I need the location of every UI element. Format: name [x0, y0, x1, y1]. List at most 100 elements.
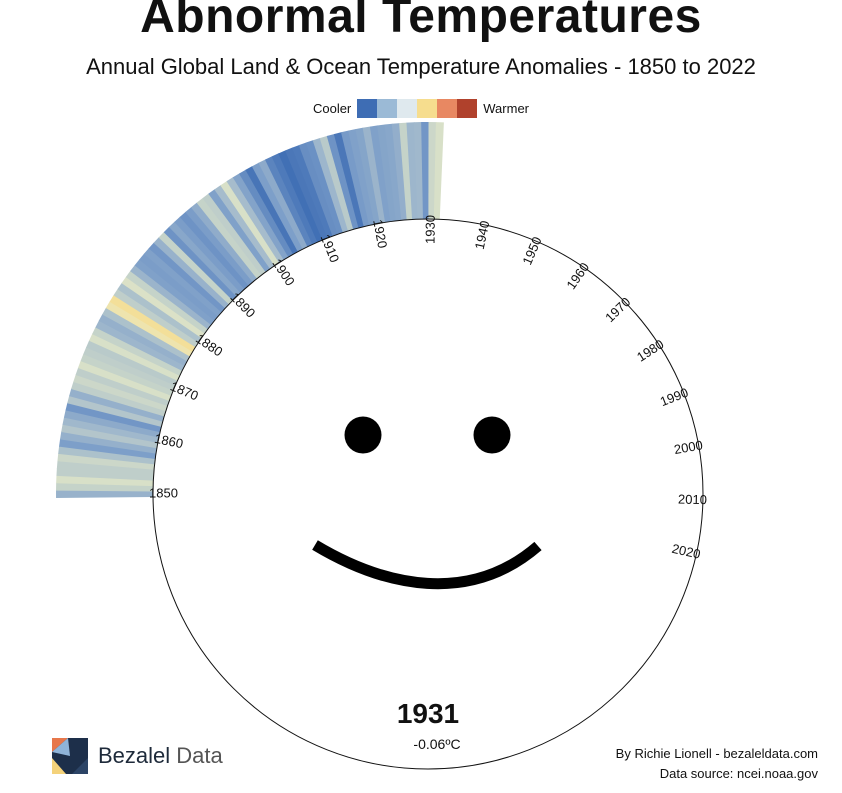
- tick-label-2000: 2000: [673, 437, 704, 457]
- stripe-1855: [57, 453, 155, 470]
- color-legend: Cooler Warmer: [0, 99, 842, 118]
- stripe-1908: [271, 153, 318, 245]
- stripe-1901: [226, 177, 285, 263]
- stripe-1926: [399, 122, 413, 220]
- stripe-1914: [312, 137, 349, 233]
- stripe-1923: [377, 124, 397, 222]
- brand-name-light: Data: [176, 743, 223, 768]
- stripe-1863: [67, 395, 163, 427]
- stripe-1917: [333, 132, 365, 228]
- legend-warmer-label: Warmer: [483, 101, 530, 116]
- chart-title: Abnormal Temperatures: [140, 0, 702, 43]
- stripe-1862: [65, 402, 162, 433]
- stripe-1910: [285, 147, 328, 241]
- stripe-1892: [174, 216, 245, 293]
- stripe-1864: [69, 388, 165, 422]
- stripe-1866: [73, 374, 168, 412]
- legend-swatch-1: [377, 99, 398, 118]
- stripe-1898: [208, 189, 271, 273]
- tick-label-2020: 2020: [670, 541, 702, 562]
- stripe-1885: [139, 253, 219, 321]
- stripe-1889: [158, 231, 233, 305]
- stripe-1919: [348, 129, 375, 226]
- stripe-1921: [362, 126, 386, 224]
- stripe-1924: [384, 123, 402, 221]
- stripe-1907: [264, 156, 313, 247]
- stripe-1882: [125, 270, 209, 334]
- stripe-1858: [60, 431, 157, 454]
- stripe-1881: [121, 276, 205, 339]
- stripe-1852: [56, 475, 154, 487]
- stripe-1916: [326, 133, 359, 230]
- current-year-label: 1931: [396, 698, 460, 729]
- brand-name-bold: Bezalel: [98, 743, 171, 768]
- stripe-1929: [421, 122, 430, 220]
- smile-mouth-icon: [312, 540, 542, 590]
- stripe-1854: [56, 460, 155, 476]
- stripe-1870: [83, 346, 176, 391]
- stripe-1865: [71, 381, 166, 417]
- stripe-1895: [190, 202, 258, 283]
- current-anomaly-value: -0.06ºC: [413, 736, 461, 752]
- stripe-1888: [153, 237, 230, 309]
- stripe-1879: [113, 288, 199, 348]
- right-eye-icon: [473, 416, 511, 454]
- stripe-1890: [163, 226, 237, 301]
- left-eye-icon: [344, 416, 382, 454]
- stripe-1925: [391, 123, 408, 221]
- stripe-1875: [98, 313, 188, 367]
- stripe-1880: [117, 282, 202, 343]
- stripe-1859: [61, 424, 158, 449]
- stripe-1874: [95, 320, 185, 371]
- stripe-1886: [143, 247, 222, 317]
- brand-logo[interactable]: Bezalel Data: [52, 738, 223, 774]
- brand-name: Bezalel Data: [98, 743, 223, 769]
- stripe-1857: [59, 438, 157, 459]
- stripe-1902: [232, 173, 289, 260]
- stripe-1872: [89, 333, 180, 381]
- credits: By Richie Lionell - bezaleldata.com Data…: [616, 744, 818, 784]
- stripe-1904: [245, 166, 299, 255]
- stripe-1860: [62, 416, 159, 443]
- stripe-1911: [291, 144, 333, 239]
- stripe-1883: [130, 264, 212, 330]
- stripe-1920: [355, 127, 381, 225]
- legend-swatches: [357, 99, 478, 118]
- tick-label-1940: 1940: [472, 219, 493, 250]
- stripe-1884: [134, 259, 215, 325]
- stripe-1905: [251, 162, 304, 252]
- stripe-1893: [179, 211, 249, 290]
- stripe-1913: [305, 140, 344, 235]
- stripe-1869: [80, 353, 174, 396]
- legend-cooler-label: Cooler: [312, 101, 352, 116]
- stripe-1909: [278, 150, 323, 243]
- stripe-1918: [341, 130, 370, 227]
- stripe-1850: [56, 490, 154, 498]
- tick-label-2010: 2010: [678, 492, 707, 508]
- stripe-1897: [202, 193, 266, 276]
- source-text: Data source: ncei.noaa.gov: [659, 766, 818, 781]
- stripe-1903: [239, 169, 294, 258]
- stripe-1906: [258, 159, 308, 250]
- stripes-group: [56, 122, 444, 498]
- stripe-1856: [58, 445, 156, 465]
- stripe-1931: [433, 122, 444, 220]
- stripe-1915: [319, 135, 354, 231]
- legend-swatch-0: [357, 99, 378, 118]
- stripe-1861: [63, 409, 161, 438]
- stripe-1900: [220, 180, 280, 266]
- chart-subtitle: Annual Global Land & Ocean Temperature A…: [86, 54, 756, 79]
- stripe-1873: [92, 326, 183, 376]
- stripe-1922: [369, 125, 391, 223]
- face-circle: [152, 218, 704, 770]
- stripe-1894: [185, 206, 254, 286]
- stripe-1878: [109, 294, 196, 352]
- stripe-1868: [77, 360, 172, 401]
- legend-swatch-3: [417, 99, 438, 118]
- stripe-1876: [102, 307, 191, 362]
- stripe-1896: [196, 197, 262, 279]
- byline-text: By Richie Lionell - bezaleldata.com: [615, 746, 818, 761]
- stripe-1871: [86, 340, 178, 386]
- stripe-1928: [413, 122, 424, 220]
